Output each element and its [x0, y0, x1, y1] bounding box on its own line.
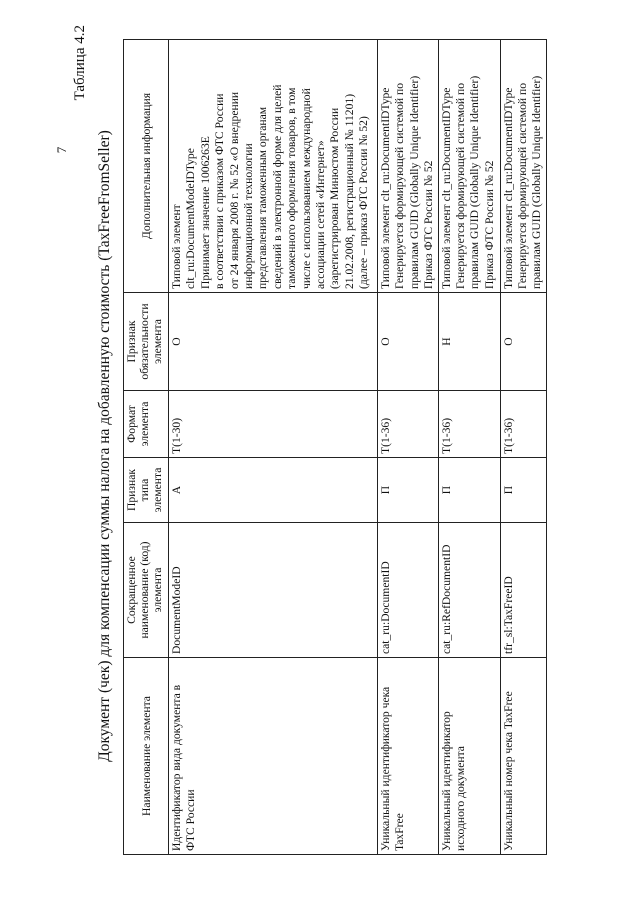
- cell-format: T(1-36): [377, 390, 439, 458]
- cell-type: А: [168, 457, 378, 523]
- cell-format: T(1-36): [438, 390, 501, 458]
- cell-info: Типовой элемент clt_ru:DocumentIDType Ге…: [377, 39, 439, 293]
- table-header-row: Наименование элемента Сокращенное наимен…: [123, 39, 169, 855]
- cell-name: Уникальный идентификатор исходного докум…: [438, 657, 501, 855]
- cell-required: О: [500, 292, 547, 391]
- header-format: Формат элемента: [123, 390, 169, 458]
- elements-table: Наименование элемента Сокращенное наимен…: [123, 39, 547, 855]
- cell-name: Уникальный идентификатор чека TaxFree: [377, 657, 439, 855]
- table-row: Уникальный идентификатор исходного докум…: [438, 39, 501, 855]
- header-required: Признак обязательности элемента: [123, 292, 169, 391]
- table-number: Таблица 4.2: [72, 25, 88, 101]
- cell-code: tfr_sl:TaxFreeID: [500, 522, 547, 658]
- header-info: Дополнительная информация: [123, 39, 169, 293]
- header-type: Признак типа элемента: [123, 457, 169, 523]
- header-name: Наименование элемента: [123, 657, 169, 855]
- cell-code: DocumentModeID: [168, 522, 378, 658]
- cell-info: Типовой элемент clt_ru:DocumentIDType Ге…: [500, 39, 547, 293]
- cell-info: Типовой элемент clt_ru:DocumentIDType Ге…: [438, 39, 501, 293]
- table-row: Уникальный идентификатор чека TaxFree ca…: [377, 39, 439, 855]
- table-row: Идентификатор вида документа в ФТС Росси…: [168, 39, 378, 855]
- header-code: Сокращенное наименование (код) элемента: [123, 522, 169, 658]
- cell-name: Уникальный номер чека TaxFree: [500, 657, 547, 855]
- table-row: Уникальный номер чека TaxFree tfr_sl:Tax…: [500, 39, 547, 855]
- cell-code: cat_ru:RefDocumentID: [438, 522, 501, 658]
- cell-format: T(1-36): [500, 390, 547, 458]
- cell-required: О: [168, 292, 378, 391]
- cell-type: П: [500, 457, 547, 523]
- page-number: 7: [54, 146, 69, 154]
- cell-name: Идентификатор вида документа в ФТС Росси…: [168, 657, 378, 855]
- cell-type: П: [438, 457, 501, 523]
- cell-info: Типовой элемент clt_ru:DocumentModeIDTyp…: [168, 39, 378, 293]
- cell-code: cat_ru:DocumentID: [377, 522, 439, 658]
- document-title: Документ (чек) для компенсации суммы нал…: [96, 130, 113, 762]
- cell-required: О: [377, 292, 439, 391]
- cell-format: T(1-30): [168, 390, 378, 458]
- cell-type: П: [377, 457, 439, 523]
- cell-required: Н: [438, 292, 501, 391]
